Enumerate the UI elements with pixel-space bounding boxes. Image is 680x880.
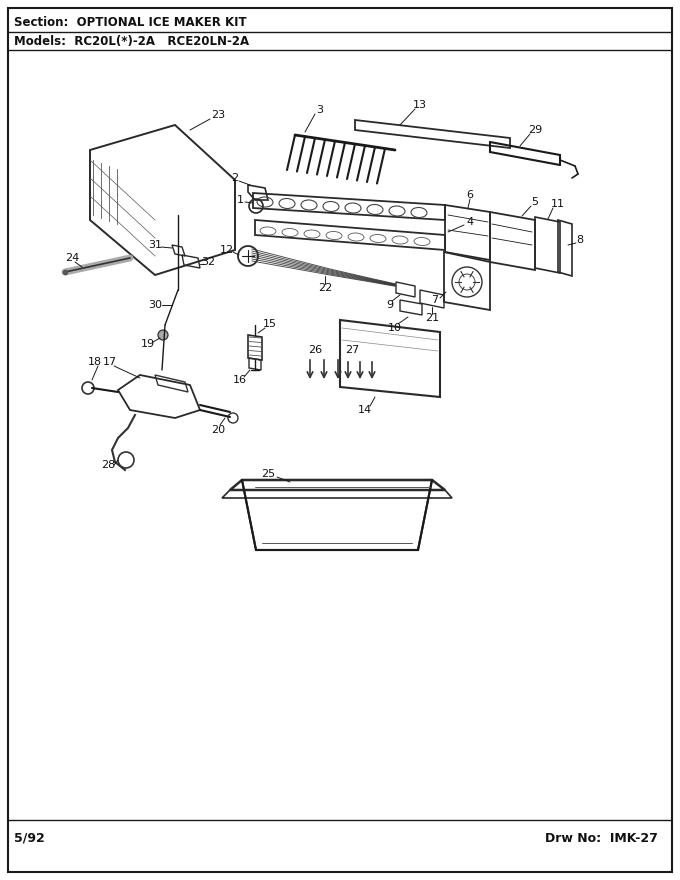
Text: Drw No:  IMK-27: Drw No: IMK-27	[545, 832, 658, 845]
Text: 32: 32	[201, 257, 215, 267]
Text: 18: 18	[88, 357, 102, 367]
Text: 22: 22	[318, 283, 332, 293]
Text: 30: 30	[148, 300, 162, 310]
Text: 17: 17	[103, 357, 117, 367]
Text: 19: 19	[141, 339, 155, 349]
Text: Models:  RC20L(*)-2A   RCE20LN-2A: Models: RC20L(*)-2A RCE20LN-2A	[14, 34, 249, 48]
Text: 10: 10	[388, 323, 402, 333]
Text: 12: 12	[220, 245, 234, 255]
Text: 3: 3	[316, 105, 324, 115]
Text: 25: 25	[261, 469, 275, 479]
Text: 31: 31	[148, 240, 162, 250]
Text: 5: 5	[532, 197, 539, 207]
Text: 1: 1	[237, 195, 243, 205]
Text: Section:  OPTIONAL ICE MAKER KIT: Section: OPTIONAL ICE MAKER KIT	[14, 16, 247, 28]
Text: 9: 9	[386, 300, 394, 310]
Text: 2: 2	[231, 173, 239, 183]
Text: 28: 28	[101, 460, 115, 470]
Text: 7: 7	[431, 295, 439, 305]
Text: 14: 14	[358, 405, 372, 415]
Text: 29: 29	[528, 125, 542, 135]
Text: 20: 20	[211, 425, 225, 435]
Text: 6: 6	[466, 190, 473, 200]
Text: 5/92: 5/92	[14, 832, 45, 845]
Text: 11: 11	[551, 199, 565, 209]
Text: 23: 23	[211, 110, 225, 120]
Text: 27: 27	[345, 345, 359, 355]
Text: 13: 13	[413, 100, 427, 110]
Text: 15: 15	[263, 319, 277, 329]
Text: 16: 16	[233, 375, 247, 385]
Text: 26: 26	[308, 345, 322, 355]
Text: 4: 4	[466, 217, 473, 227]
Text: 21: 21	[425, 313, 439, 323]
Text: 24: 24	[65, 253, 79, 263]
Circle shape	[158, 330, 168, 340]
Text: 8: 8	[577, 235, 583, 245]
